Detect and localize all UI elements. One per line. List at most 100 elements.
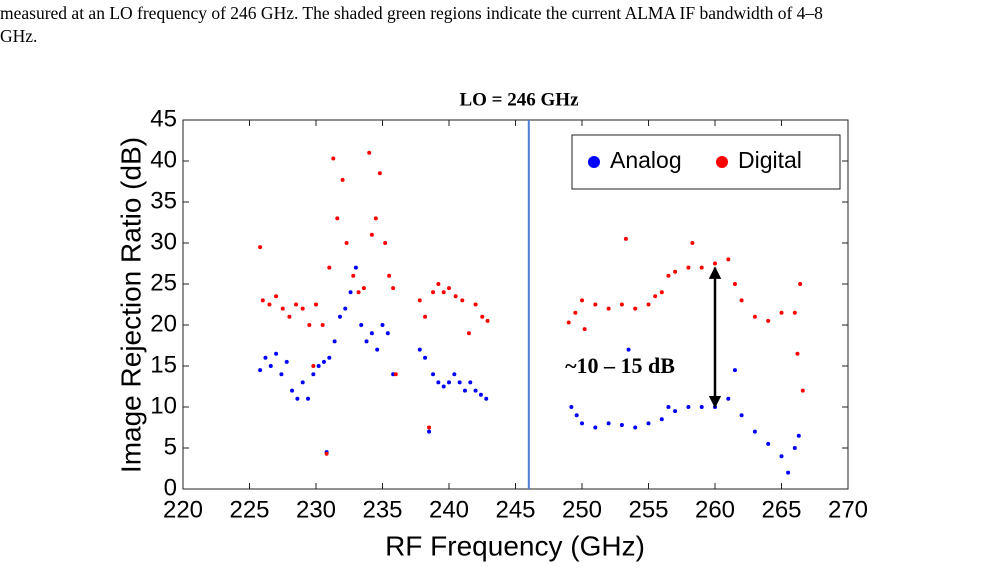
caption-line: GHz. [0,26,38,46]
point [327,265,332,270]
point [726,396,731,401]
point [646,302,651,307]
point [779,454,784,459]
point [311,364,316,368]
point [766,441,771,446]
point [300,306,305,311]
point [431,372,436,377]
point [485,318,490,323]
point [423,314,428,319]
point [294,302,299,307]
point [263,355,268,360]
point [462,388,467,393]
y-tick-label: 5 [164,433,177,460]
point [364,339,369,344]
point [380,323,385,327]
point [480,314,485,319]
point [287,314,292,319]
point [593,425,598,430]
point [260,298,265,303]
legend-marker [716,156,728,168]
y-tick-label: 20 [150,310,177,337]
point [752,314,757,319]
point [457,380,462,385]
point [739,298,744,303]
legend-label: Digital [738,147,802,173]
point [796,433,801,438]
point [267,302,272,307]
point [348,290,353,295]
point [798,282,803,286]
x-axis-label: RF Frequency (GHz) [385,530,645,561]
point [367,150,372,155]
point [258,368,263,373]
point [335,216,340,221]
x-tick-label: 245 [495,496,535,523]
point [673,269,678,274]
point [732,368,737,373]
point [436,282,441,286]
point [300,380,305,385]
point [344,241,349,245]
point [447,286,451,291]
point [580,298,584,303]
point [423,355,428,360]
point [337,314,342,319]
point [417,298,422,303]
point [359,323,364,327]
point [619,423,624,428]
point [484,396,489,401]
point [377,171,382,176]
point [321,359,326,364]
x-tick-label: 250 [562,496,602,523]
point [320,323,325,327]
point [295,396,300,401]
point [606,421,611,426]
y-tick-label: 40 [150,146,177,173]
point [626,347,631,352]
point [699,265,704,270]
point [351,273,356,278]
point [391,286,396,291]
point [327,355,332,360]
point [659,290,664,295]
point [726,257,731,262]
point [332,339,337,344]
point [280,306,285,311]
legend-label: Analog [610,147,682,173]
point [361,286,366,291]
y-tick-label: 10 [150,392,177,419]
point [447,380,451,385]
point [646,421,651,426]
point [311,372,316,377]
point [606,306,611,311]
point [569,405,574,409]
point [666,405,671,409]
point [331,156,336,161]
point [580,421,584,426]
y-tick-label: 15 [150,351,177,378]
point [436,380,441,385]
x-tick-label: 225 [229,496,269,523]
point [633,306,638,311]
x-tick-label: 220 [163,496,203,523]
legend-marker [588,156,600,168]
point [417,347,422,352]
point [383,241,388,245]
x-tick-label: 260 [695,496,735,523]
point [369,331,374,336]
point [666,273,671,278]
point [468,380,473,385]
point [766,318,771,323]
point [314,302,318,307]
point [316,364,321,368]
point [739,413,744,418]
point [356,290,361,295]
point [653,294,658,299]
point [268,364,273,368]
point [792,310,797,315]
point [686,265,691,270]
point [441,384,446,389]
point [752,429,757,434]
